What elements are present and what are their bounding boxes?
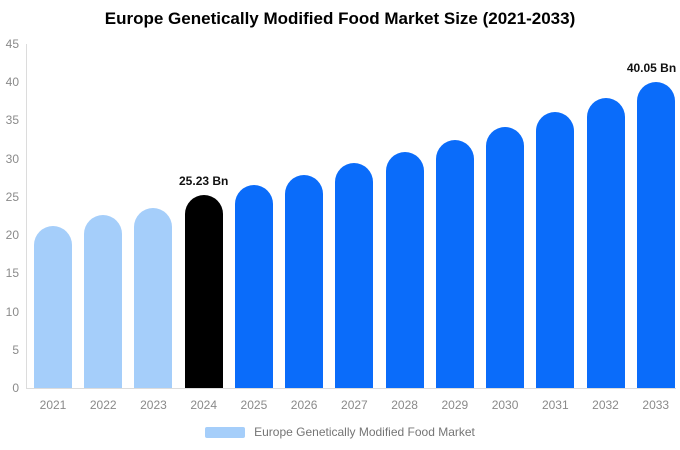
bar-2029 [435,140,474,388]
legend: Europe Genetically Modified Food Market [0,425,680,439]
bar-2024 [184,195,223,388]
y-tick-label-40: 40 [5,75,19,90]
x-axis-label-2022: 2022 [89,398,117,412]
bar-2028 [385,151,424,388]
bar-2032 [586,97,625,388]
y-tick-label-20: 20 [5,228,19,243]
x-axis-label-2023: 2023 [140,398,167,412]
bar-2021 [34,225,72,388]
x-axis-label-2027: 2027 [341,398,368,412]
x-axis-label-2031: 2031 [541,398,569,412]
y-tick-label-5: 5 [12,342,19,357]
y-tick-label-15: 15 [5,266,19,281]
y-tick-label-35: 35 [5,113,19,128]
x-axis-label-2028: 2028 [391,398,418,412]
x-axis-label-2021: 2021 [39,398,67,412]
x-axis-label-2025: 2025 [240,398,268,412]
y-tick-label-30: 30 [5,151,19,166]
x-axis-label-2032: 2032 [592,398,619,412]
legend-swatch [205,426,246,438]
bar-2033 [636,81,675,388]
y-tick-label-45: 45 [5,37,19,51]
bar-2025 [234,185,273,388]
x-axis-label-2033: 2033 [642,398,670,412]
bar-2031 [536,112,575,388]
x-axis-label-2024: 2024 [190,398,218,412]
x-axis-label-2030: 2030 [491,398,519,412]
legend-label: Europe Genetically Modified Food Market [254,425,475,439]
bar-2023 [134,207,173,388]
bar-2022 [84,215,123,388]
bar-2026 [285,174,324,388]
bar-2027 [335,163,374,388]
y-tick-label-25: 25 [5,189,19,204]
bar-2030 [486,126,525,388]
y-tick-label-10: 10 [5,304,19,319]
y-tick-label-0: 0 [12,381,19,395]
plot-area [26,44,676,389]
x-axis-label-2029: 2029 [441,398,469,412]
x-axis-label-2026: 2026 [290,398,318,412]
chart-title: Europe Genetically Modified Food Market … [104,9,576,28]
